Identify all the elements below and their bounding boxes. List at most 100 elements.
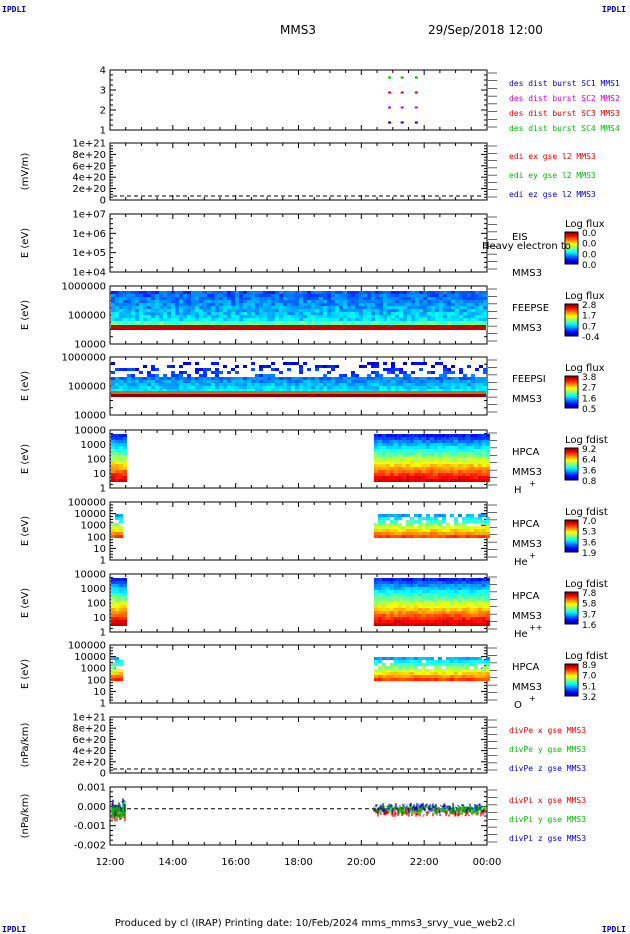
spectrogram-cell — [425, 440, 430, 443]
spectrogram-cell — [481, 666, 486, 669]
spectrogram-cell — [373, 596, 378, 599]
spectrogram-cell — [403, 312, 407, 315]
spectrogram-cell — [421, 584, 426, 587]
spectrogram-cell — [323, 309, 327, 312]
spectrogram-cell — [115, 605, 119, 608]
y-tick-label: 10 — [93, 544, 106, 555]
spectrogram-cell — [485, 605, 490, 608]
spectrogram-cell — [119, 368, 123, 371]
spectrogram-cell — [417, 663, 422, 666]
spectrogram-cell — [453, 434, 458, 437]
spectrogram-cell — [219, 380, 223, 383]
spectrogram-cell — [163, 386, 167, 389]
spectrogram-cell — [383, 368, 387, 371]
spectrogram-cell — [445, 479, 450, 482]
spectrogram-cell — [373, 587, 378, 590]
spectrogram-cell — [481, 514, 486, 517]
spectrogram-cell — [423, 362, 427, 365]
spectrogram-cell — [443, 315, 447, 318]
spectrogram-cell — [405, 437, 410, 440]
spectrogram-cell — [315, 291, 319, 294]
spectrogram-cell — [311, 377, 315, 380]
spectrogram-cell — [183, 303, 187, 306]
spectrogram-cell — [187, 297, 191, 300]
spectrogram-cell — [381, 584, 386, 587]
spectrogram-cell — [303, 291, 307, 294]
spectrogram-cell — [395, 315, 399, 318]
spectrogram-cell — [463, 321, 467, 324]
spectrogram-cell — [397, 470, 402, 473]
spectrogram-cell — [191, 386, 195, 389]
spectrogram-cell — [135, 312, 139, 315]
spectrogram-cell — [421, 446, 426, 449]
spectrogram-cell — [123, 476, 127, 479]
spectrogram-cell — [425, 657, 430, 660]
spectrogram-cell — [469, 608, 474, 611]
spectrogram-cell — [457, 617, 462, 620]
spectrogram-cell — [155, 389, 159, 392]
spectrogram-cell — [115, 602, 119, 605]
spectrogram-cell — [473, 446, 478, 449]
spectrogram-cell — [417, 464, 422, 467]
spectrogram-cell — [385, 669, 390, 672]
spectrogram-cell — [255, 315, 259, 318]
spectrogram-cell — [431, 297, 435, 300]
spectrogram-cell — [409, 590, 414, 593]
spectrogram-cell — [263, 389, 267, 392]
spectrogram-cell — [477, 657, 482, 660]
spectrogram-cell — [453, 602, 458, 605]
spectrogram-cell — [267, 303, 271, 306]
spectrogram-cell — [351, 377, 355, 380]
spectrogram-cell — [457, 678, 462, 681]
spectrogram-cell — [111, 434, 115, 437]
spectrogram-cell — [119, 318, 123, 321]
spectrogram-cell — [311, 306, 315, 309]
colorbar-tick-label: 0.0 — [582, 261, 597, 271]
spectrogram-cell — [115, 446, 119, 449]
spectrogram-cell — [469, 473, 474, 476]
spectrogram-cell — [461, 602, 466, 605]
spectrogram-cell — [163, 297, 167, 300]
y-tick-label: 100 — [87, 675, 106, 686]
spectrogram-cell — [259, 309, 263, 312]
spectrogram-cell — [479, 312, 483, 315]
spectrogram-cell — [123, 386, 127, 389]
charge-label: ++ — [529, 623, 542, 632]
spectrogram-cell — [457, 476, 462, 479]
spectrogram-cell — [119, 294, 123, 297]
spectrogram-cell — [393, 526, 398, 529]
spectrogram-band — [111, 391, 486, 395]
spectrogram-cell — [471, 321, 475, 324]
panel-hpca_h — [109, 429, 579, 489]
spectrogram-cell — [401, 455, 406, 458]
spectrogram-cell — [373, 455, 378, 458]
spectrogram-cell — [199, 321, 203, 324]
spectrogram-cell — [247, 303, 251, 306]
spectrogram-cell — [231, 321, 235, 324]
spectrogram-cell — [395, 368, 399, 371]
spectrogram-cell — [429, 596, 434, 599]
spectrogram-cell — [187, 306, 191, 309]
spectrogram-cell — [123, 605, 127, 608]
spectrogram-cell — [421, 663, 426, 666]
spectrogram-cell — [429, 517, 434, 520]
spectrogram-cell — [143, 365, 147, 368]
spectrogram-cell — [417, 593, 422, 596]
colorbar-tick-label: 7.0 — [582, 517, 597, 527]
spectrogram-cell — [459, 312, 463, 315]
colorbar-tick-label: 7.8 — [582, 589, 597, 599]
instrument-label: HPCA — [512, 591, 540, 602]
spectrogram-cell — [191, 309, 195, 312]
panel-eis — [109, 213, 579, 273]
spectrogram-cell — [267, 374, 271, 377]
spectrogram-cell — [373, 672, 378, 675]
spectrogram-cell — [175, 312, 179, 315]
spectrogram-cell — [439, 386, 443, 389]
spectrogram-cell — [115, 434, 119, 437]
spectrogram-cell — [397, 599, 402, 602]
spectrogram-cell — [453, 669, 458, 672]
spectrogram-cell — [397, 602, 402, 605]
spectrogram-cell — [401, 617, 406, 620]
spectrogram-cell — [433, 473, 438, 476]
spectrogram-cell — [409, 672, 414, 675]
